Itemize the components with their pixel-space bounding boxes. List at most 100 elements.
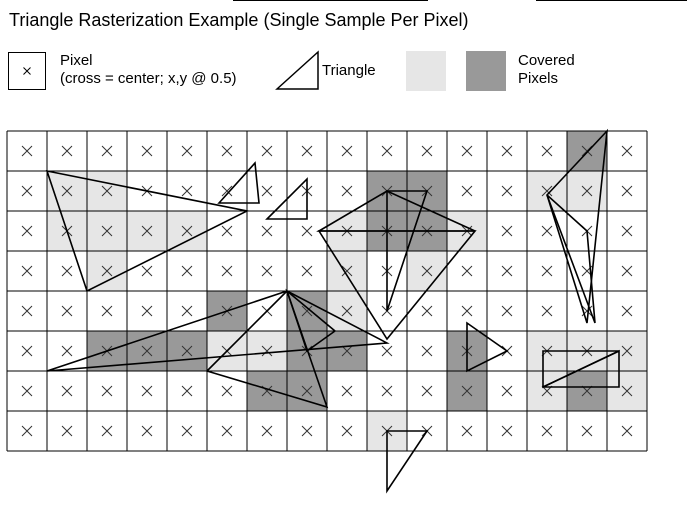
pixel-center-cross [181, 265, 193, 277]
pixel-center-cross [341, 145, 353, 157]
pixel-center-cross [101, 385, 113, 397]
pixel-center-cross [181, 185, 193, 197]
pixel-center-cross [421, 265, 433, 277]
pixel-center-cross [61, 145, 73, 157]
pixel-center-cross [301, 425, 313, 437]
pixel-center-cross [621, 345, 633, 357]
pixel-center-cross [621, 185, 633, 197]
pixel-center-cross [341, 345, 353, 357]
pixel-center-cross [181, 385, 193, 397]
pixel-center-cross [341, 185, 353, 197]
pixel-center-cross [101, 425, 113, 437]
pixel-center-cross [181, 425, 193, 437]
pixel-center-cross [141, 225, 153, 237]
pixel-center-cross [141, 345, 153, 357]
pixel-center-cross [21, 265, 33, 277]
diagram-title: Triangle Rasterization Example (Single S… [9, 10, 469, 30]
pixel-center-cross [581, 185, 593, 197]
pixel-cross-icon [23, 67, 31, 75]
legend-covered-label-1: Covered [518, 52, 575, 69]
pixel-center-cross [141, 265, 153, 277]
pixel-center-cross [341, 305, 353, 317]
pixel-center-cross [501, 305, 513, 317]
pixel-center-cross [221, 425, 233, 437]
pixel-center-cross [501, 185, 513, 197]
pixel-center-cross [301, 265, 313, 277]
pixel-center-cross [621, 305, 633, 317]
pixel-center-cross [421, 345, 433, 357]
pixel-center-cross [101, 225, 113, 237]
pixel-center-cross [541, 145, 553, 157]
triangle-outline [386, 190, 429, 312]
pixel-center-cross [381, 345, 393, 357]
pixel-center-cross [541, 305, 553, 317]
pixel-center-cross [261, 425, 273, 437]
pixel-center-cross [261, 225, 273, 237]
pixel-center-cross [101, 185, 113, 197]
pixel-center-cross [101, 265, 113, 277]
pixel-center-cross [301, 225, 313, 237]
triangle-outline [217, 161, 260, 204]
pixel-center-cross [21, 145, 33, 157]
pixel-center-cross [621, 265, 633, 277]
legend-dark-swatch [466, 51, 506, 91]
pixel-center-cross [341, 425, 353, 437]
pixel-center-cross [501, 145, 513, 157]
pixel-center-cross [621, 425, 633, 437]
pixel-center-cross [261, 185, 273, 197]
pixel-center-cross [461, 185, 473, 197]
pixel-center-cross [221, 225, 233, 237]
pixel-center-cross [461, 385, 473, 397]
pixel-center-cross [181, 145, 193, 157]
pixel-center-cross [61, 265, 73, 277]
triangle-outline [386, 430, 429, 494]
pixel-center-cross [501, 265, 513, 277]
pixel-center-cross [21, 345, 33, 357]
pixel-center-cross [541, 225, 553, 237]
triangle-outline [466, 321, 509, 373]
legend-triangle-label: Triangle [322, 62, 376, 79]
pixel-center-cross [461, 145, 473, 157]
triangle-outline [546, 128, 609, 324]
triangle-outline [546, 194, 596, 324]
pixel-center-cross [181, 345, 193, 357]
pixel-center-cross [581, 425, 593, 437]
triangle-outline [265, 177, 308, 220]
pixel-center-cross [221, 185, 233, 197]
pixel-center-cross [221, 385, 233, 397]
triangle-outline [46, 290, 390, 372]
legend-pixel-label: Pixel [60, 52, 93, 69]
pixel-center-cross [461, 425, 473, 437]
pixel-center-cross [301, 385, 313, 397]
pixel-center-cross [421, 305, 433, 317]
pixel-center-cross [21, 225, 33, 237]
pixel-center-cross [341, 385, 353, 397]
pixel-center-cross [101, 305, 113, 317]
pixel-center-cross [301, 145, 313, 157]
pixel-center-cross [381, 385, 393, 397]
pixel-center-cross [61, 185, 73, 197]
pixel-center-cross [341, 265, 353, 277]
legend-covered-label-2: Pixels [518, 70, 559, 87]
pixel-center-cross [261, 265, 273, 277]
triangle-outline [285, 288, 337, 353]
pixel-center-cross [221, 145, 233, 157]
pixel-center-cross [101, 145, 113, 157]
pixel-center-cross [61, 305, 73, 317]
pixel-center-cross [141, 385, 153, 397]
pixel-center-cross [541, 265, 553, 277]
pixel-center-cross [301, 305, 313, 317]
pixel-center-cross [141, 145, 153, 157]
pixel-center-cross [21, 425, 33, 437]
pixel-center-cross [21, 305, 33, 317]
triangle-outline [317, 230, 477, 341]
pixel-center-cross [501, 385, 513, 397]
pixel-center-cross [21, 185, 33, 197]
pixel-center-cross [501, 425, 513, 437]
pixel-center-cross [621, 225, 633, 237]
pixel-center-cross [61, 425, 73, 437]
pixel-center-cross [261, 145, 273, 157]
pixel-center-cross [421, 145, 433, 157]
pixel-center-cross [501, 225, 513, 237]
